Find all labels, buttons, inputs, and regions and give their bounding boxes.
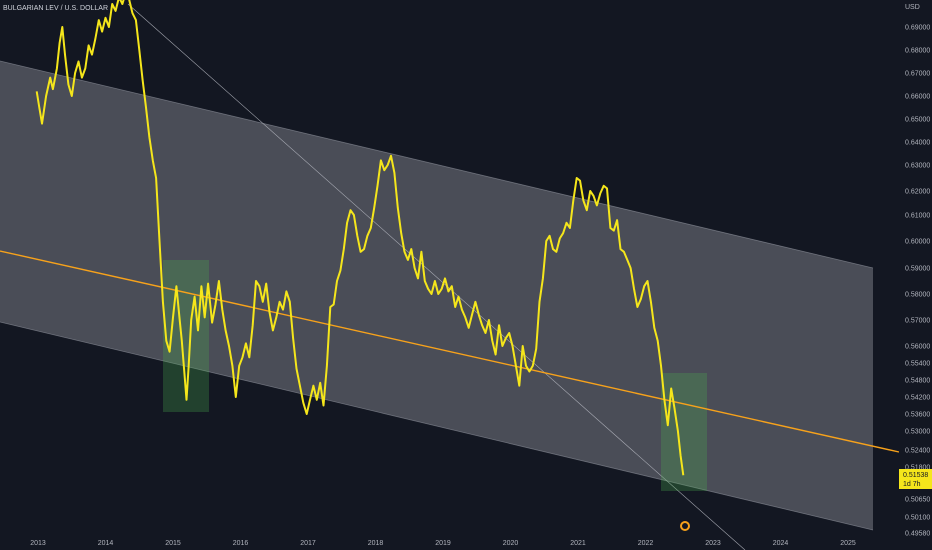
price-series-line [35, 0, 685, 476]
y-tick-label: 0.65000 [905, 117, 930, 124]
y-tick-label: 0.69000 [905, 25, 930, 32]
diagonal-trend-line[interactable] [127, 3, 746, 550]
x-tick-label: 2015 [165, 540, 181, 547]
time-axis[interactable]: 2013 2014 2015 2016 2017 2018 2019 2020 2021 2022… [30, 540, 856, 547]
event-marker[interactable] [680, 521, 690, 531]
regression-channel[interactable] [0, 61, 873, 530]
y-tick-label: 0.53600 [905, 412, 930, 419]
last-price-value: 0.51538 [903, 472, 928, 479]
y-tick-label: 0.50650 [905, 497, 930, 504]
y-tick-label: 0.68000 [905, 48, 930, 55]
drawing-overlays [0, 3, 900, 550]
y-tick-label: 0.53000 [905, 429, 930, 436]
x-tick-label: 2017 [300, 540, 316, 547]
x-tick-label: 2020 [503, 540, 519, 547]
highlight-box-2022[interactable] [661, 373, 707, 491]
y-tick-label: 0.57000 [905, 318, 930, 325]
y-tick-label: 0.60000 [905, 239, 930, 246]
y-tick-label: 0.66000 [905, 94, 930, 101]
x-tick-label: 2014 [98, 540, 114, 547]
y-tick-label: 0.54200 [905, 395, 930, 402]
y-tick-label: 0.63000 [905, 163, 930, 170]
y-tick-label: 0.64000 [905, 140, 930, 147]
price-axis-ticks: 0.69000 0.68000 0.67000 0.66000 0.65000 0.640… [905, 25, 930, 538]
x-tick-label: 2013 [30, 540, 46, 547]
x-tick-label: 2018 [368, 540, 384, 547]
y-tick-label: 0.50100 [905, 515, 930, 522]
symbol-title: BULGARIAN LEV / U.S. DOLLAR [3, 5, 108, 12]
x-tick-label: 2016 [233, 540, 249, 547]
channel-lower-line[interactable] [0, 321, 874, 531]
y-tick-label: 0.54800 [905, 378, 930, 385]
midline[interactable] [0, 250, 900, 453]
y-tick-label: 0.61000 [905, 213, 930, 220]
last-price-tag: 0.51538 1d 7h [899, 469, 932, 489]
y-tick-label: 0.59000 [905, 266, 930, 273]
y-tick-label: 0.49580 [905, 531, 930, 538]
y-tick-label: 0.51800 [905, 465, 930, 472]
x-tick-label: 2024 [773, 540, 789, 547]
y-tick-label: 0.67000 [905, 71, 930, 78]
y-tick-label: 0.52400 [905, 448, 930, 455]
x-tick-label: 2021 [570, 540, 586, 547]
x-tick-label: 2022 [638, 540, 654, 547]
currency-label: USD [905, 4, 920, 11]
x-tick-label: 2019 [435, 540, 451, 547]
y-tick-label: 0.58000 [905, 292, 930, 299]
price-axis[interactable]: USD [899, 0, 932, 550]
x-tick-label: 2025 [840, 540, 856, 547]
x-tick-label: 2023 [705, 540, 721, 547]
y-tick-label: 0.62000 [905, 189, 930, 196]
bar-countdown: 1d 7h [903, 481, 921, 488]
y-tick-label: 0.55400 [905, 361, 930, 368]
y-tick-label: 0.56000 [905, 344, 930, 351]
